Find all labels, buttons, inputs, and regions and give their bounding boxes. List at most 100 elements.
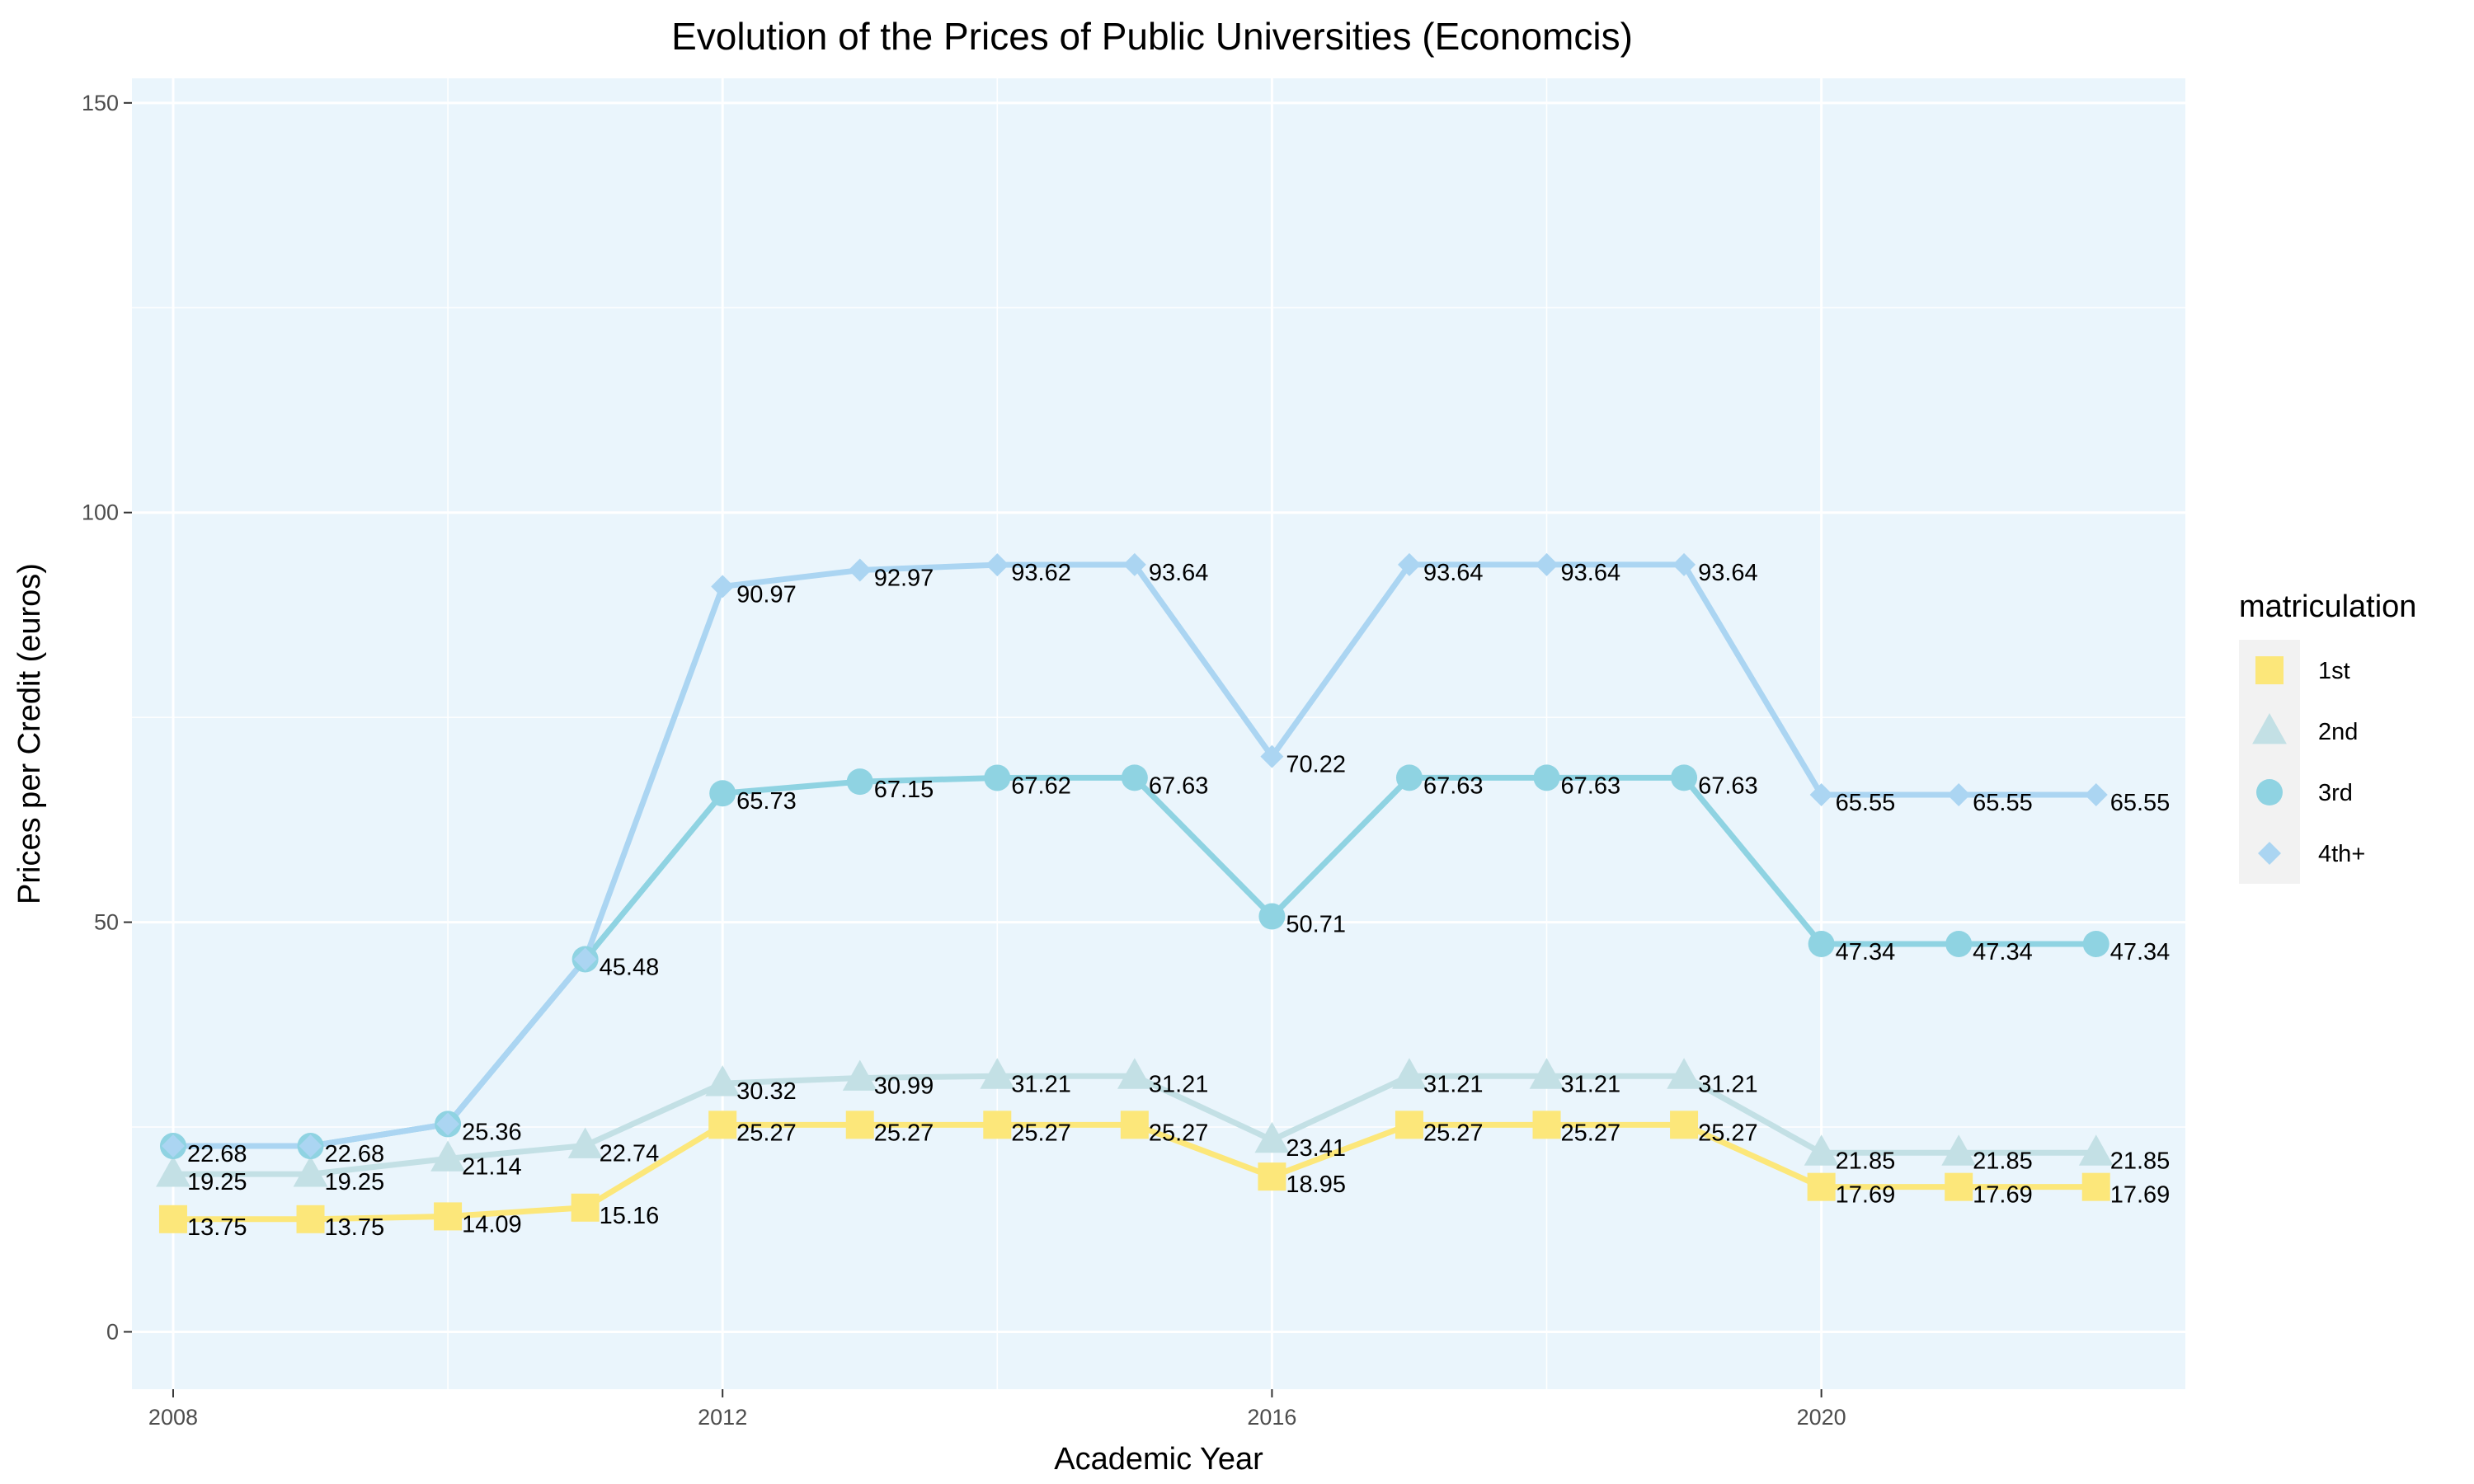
data-label-series-3: 22.68 [325,1141,385,1167]
grid-minor [132,78,2185,1389]
data-label-series-4: 65.55 [1973,790,2033,816]
data-label-series-2: 21.14 [462,1153,522,1180]
data-point-series-2 [980,1058,1015,1089]
data-label-series-1: 25.27 [1561,1120,1621,1146]
data-label-series-1: 17.69 [1836,1182,1896,1209]
data-label-series-2: 31.21 [1011,1071,1071,1097]
x-axis-title: Academic Year [1054,1442,1263,1477]
data-point-series-3 [2082,930,2109,957]
data-label-series-3: 45.48 [600,954,660,980]
data-point-series-3 [1671,764,1698,791]
data-label-series-1: 15.16 [600,1203,660,1229]
data-label-series-2: 19.25 [187,1169,247,1195]
data-point-series-4 [711,575,735,599]
data-point-series-1 [1807,1172,1836,1201]
data-point-series-2 [705,1065,741,1097]
data-point-series-2 [430,1140,465,1172]
series-points [156,552,2114,1233]
data-label-series-4: 93.64 [1698,560,1758,586]
data-label-series-2: 31.21 [1423,1071,1484,1097]
data-label-series-2: 21.85 [2110,1148,2171,1174]
grid-major [132,78,2185,1389]
legend-key-marker [2252,713,2287,744]
data-label-series-3: 65.73 [736,788,797,815]
data-point-series-2 [156,1156,190,1187]
data-point-series-1 [983,1111,1012,1139]
data-label-series-3: 47.34 [1836,939,1896,965]
y-tick-label: 150 [82,91,119,115]
data-label-series-3: 67.63 [1698,773,1758,799]
data-point-series-3 [1533,764,1560,791]
data-point-series-4 [573,947,597,971]
data-label-series-4: 93.64 [1423,560,1484,586]
data-label-series-1: 13.75 [325,1214,385,1241]
data-point-series-4 [1397,552,1421,576]
legend: matriculation 1st 2nd 3rd 4th+ [2239,589,2416,884]
legend-key-marker [2255,656,2284,684]
data-point-series-2 [1941,1134,1977,1166]
x-tick-label: 2008 [148,1405,198,1430]
axes: 2008 2012 2016 2020 0 50 100 150 [82,91,1846,1430]
legend-label: 4th+ [2318,841,2365,867]
data-label-series-2: 23.41 [1286,1135,1346,1162]
data-point-series-4 [1672,552,1696,576]
data-point-series-3 [984,764,1011,791]
data-label-series-2: 30.99 [874,1073,934,1099]
data-point-series-2 [567,1127,603,1158]
data-point-series-3 [1808,930,1835,957]
plot-panel [132,78,2185,1389]
legend-key-marker [2258,842,2281,865]
data-point-series-1 [845,1111,874,1139]
data-label-series-2: 19.25 [325,1169,385,1195]
data-label-series-1: 25.27 [1423,1120,1484,1146]
x-tick-label: 2016 [1247,1405,1296,1430]
legend-label: 3rd [2318,780,2353,806]
data-point-series-3 [1395,764,1423,791]
data-label-series-1: 18.95 [1286,1172,1346,1198]
data-label-series-3: 67.63 [1149,773,1209,799]
legend-items: 1st 2nd 3rd 4th+ [2239,640,2365,884]
data-point-series-1 [158,1205,187,1233]
data-point-series-3 [846,768,873,796]
data-label-series-1: 14.09 [462,1211,522,1237]
y-tick-label: 50 [94,910,119,935]
data-point-series-1 [434,1202,463,1231]
y-axis-title: Prices per Credit (euros) [12,563,47,904]
data-point-series-4 [1535,552,1559,576]
data-point-series-2 [293,1156,328,1187]
data-label-series-2: 31.21 [1149,1071,1209,1097]
data-label-series-1: 25.27 [736,1120,797,1146]
legend-label: 2nd [2318,719,2358,745]
data-point-series-4 [1947,783,1971,807]
data-label-series-4: 65.55 [1836,790,1896,816]
data-point-series-1 [296,1205,325,1233]
data-point-series-4 [436,1112,460,1136]
data-label-series-2: 22.74 [600,1140,660,1167]
data-label-series-3: 22.68 [187,1141,247,1167]
data-label-series-2: 21.85 [1836,1148,1896,1174]
data-point-series-1 [571,1193,600,1222]
y-tick-label: 100 [82,500,119,525]
data-label-series-3: 67.63 [1561,773,1621,799]
data-point-series-4 [985,553,1009,577]
legend-title: matriculation [2239,589,2416,624]
data-point-series-2 [842,1059,877,1091]
data-label-series-2: 21.85 [1973,1148,2033,1174]
chart-title: Evolution of the Prices of Public Univer… [671,15,1633,58]
data-label-series-2: 30.32 [736,1078,797,1105]
data-labels: 13.75 13.75 14.09 15.16 25.27 25.27 25.27 25.27… [187,560,2170,1241]
data-label-series-3: 50.71 [1286,912,1346,938]
data-label-series-1: 13.75 [187,1214,247,1241]
data-point-series-1 [1258,1162,1286,1191]
data-point-series-3 [1945,930,1973,957]
data-point-series-4 [299,1134,322,1158]
data-label-series-1: 17.69 [2110,1182,2171,1209]
data-point-series-1 [1945,1172,1973,1201]
data-label-series-1: 25.27 [1149,1120,1209,1146]
data-point-series-1 [1532,1111,1561,1139]
data-label-series-3: 25.36 [462,1119,522,1145]
data-point-series-3 [1258,903,1286,930]
legend-key-marker [2256,779,2283,805]
data-point-series-2 [1392,1058,1427,1089]
y-tick-label: 0 [106,1319,119,1344]
